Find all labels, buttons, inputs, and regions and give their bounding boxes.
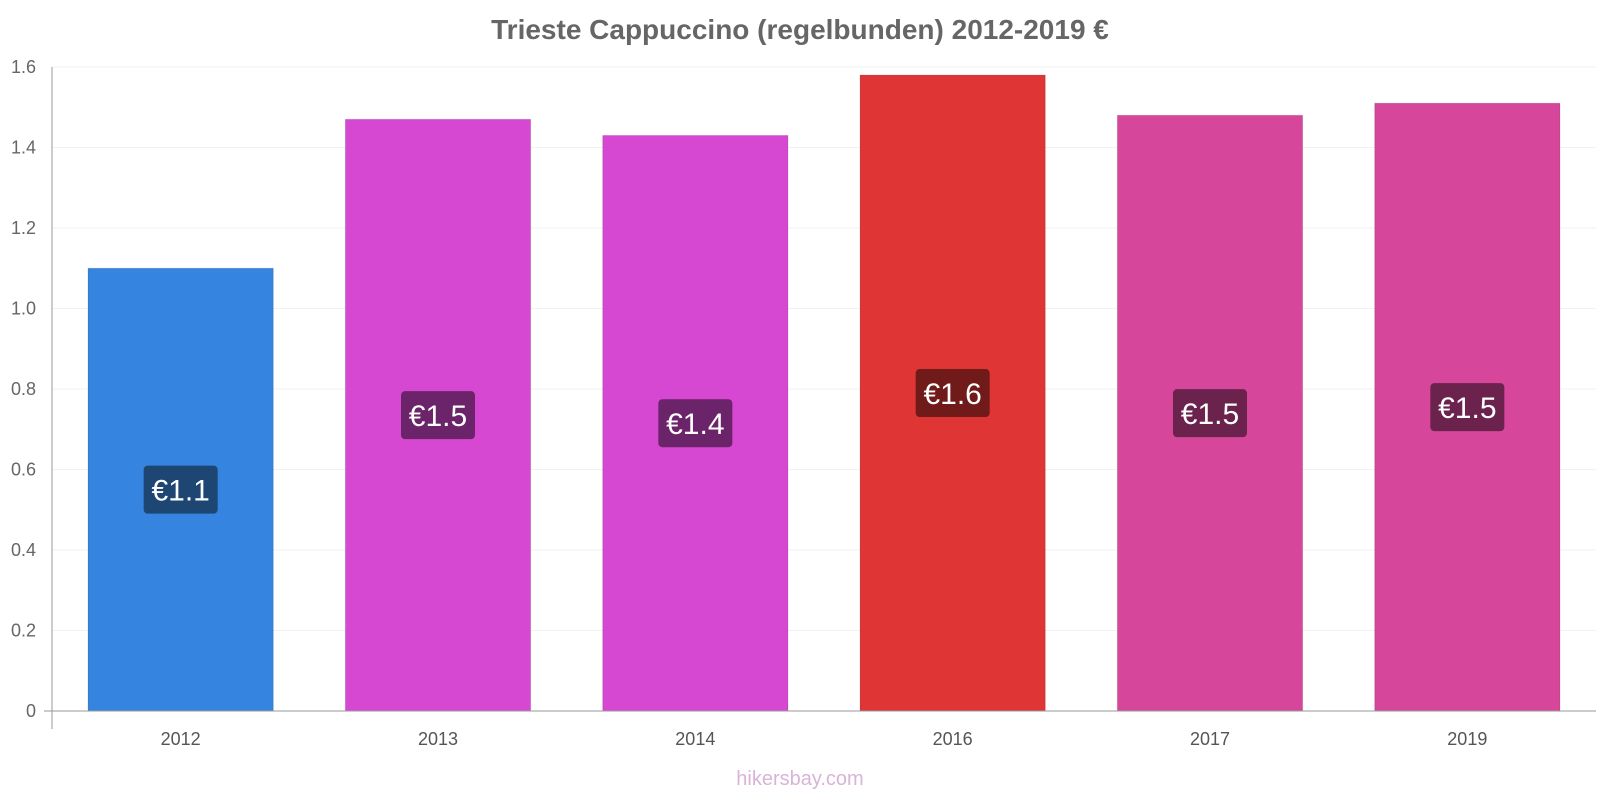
data-label: €1.6 <box>923 378 981 411</box>
data-label-box <box>1173 389 1247 438</box>
y-tick-label: 1.0 <box>11 299 36 319</box>
y-tick-label: 1.2 <box>11 218 36 238</box>
grid-layer <box>52 66 1596 631</box>
data-label: €1.5 <box>409 400 467 433</box>
data-label: €1.5 <box>1438 392 1496 425</box>
y-tick-label: 1.4 <box>11 138 36 158</box>
data-label: €1.1 <box>151 475 209 508</box>
y-tick-label: 0.4 <box>11 540 36 560</box>
x-tick-label: 2014 <box>675 729 715 749</box>
x-tick-label: 2017 <box>1190 729 1230 749</box>
watermark: hikersbay.com <box>736 768 864 790</box>
labels-layer: €1.1 €1.5 €1.4 €1.6 €1.5 €1.5 <box>143 369 1505 514</box>
y-tick-label: 1.6 <box>11 57 36 77</box>
y-tick-label: 0.6 <box>11 460 36 480</box>
x-tick-label: 2016 <box>933 729 973 749</box>
data-label-box <box>1430 383 1505 432</box>
data-label-box <box>915 369 990 418</box>
data-label-box <box>658 399 733 448</box>
x-tick-label: 2013 <box>418 729 458 749</box>
data-label-box <box>143 465 218 514</box>
y-tick-label: 0.8 <box>11 379 36 399</box>
data-label: €1.5 <box>1181 398 1239 431</box>
x-tick-label: 2019 <box>1447 729 1487 749</box>
data-label: €1.4 <box>666 408 724 441</box>
axes-layer: 0 0.2 0.4 0.6 0.8 1.0 1.2 1.4 1.6 2012 2013 2014 201… <box>11 57 1596 749</box>
chart-title: Trieste Cappuccino (regelbunden) 2012-20… <box>491 14 1109 45</box>
data-label-box <box>401 391 475 440</box>
y-tick-label: 0 <box>26 701 36 721</box>
y-tick-label: 0.2 <box>11 621 36 641</box>
bars-layer <box>87 74 1561 712</box>
x-tick-label: 2012 <box>161 729 201 749</box>
